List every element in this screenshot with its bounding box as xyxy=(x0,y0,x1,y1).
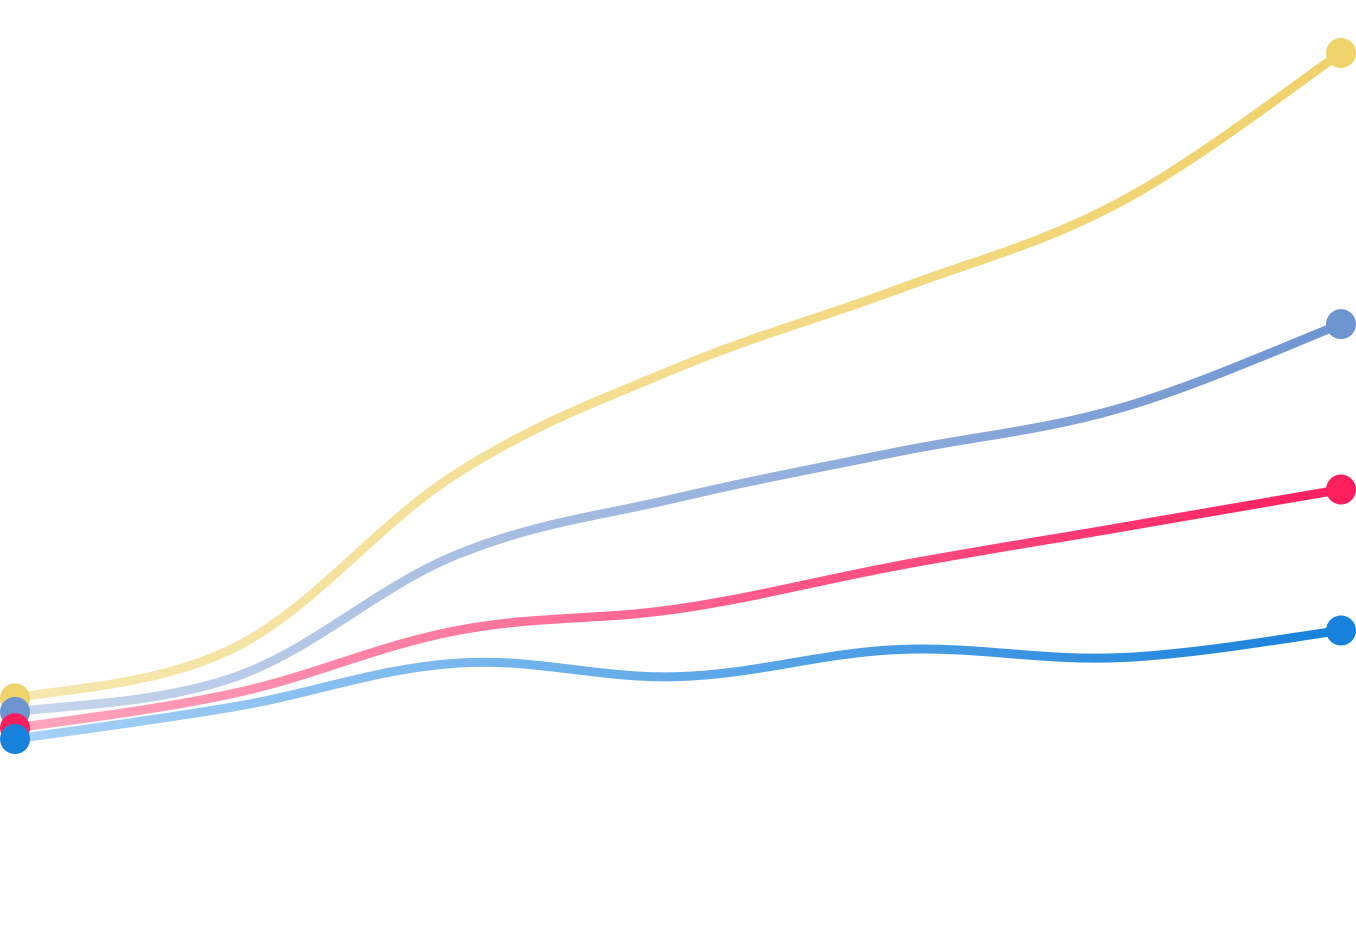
series-layer xyxy=(0,38,1356,754)
series-line-3 xyxy=(10,485,1346,733)
series-line-4 xyxy=(10,626,1346,744)
series-end-point-4 xyxy=(1326,615,1356,646)
series-group-4 xyxy=(0,615,1356,754)
series-group-3 xyxy=(0,474,1356,744)
series-line-2 xyxy=(10,319,1346,717)
series-end-point-2 xyxy=(1326,309,1356,340)
series-end-point-3 xyxy=(1326,474,1356,505)
series-end-point-1 xyxy=(1326,38,1356,68)
series-line-1 xyxy=(10,48,1346,703)
series-start-point-4 xyxy=(0,724,30,754)
